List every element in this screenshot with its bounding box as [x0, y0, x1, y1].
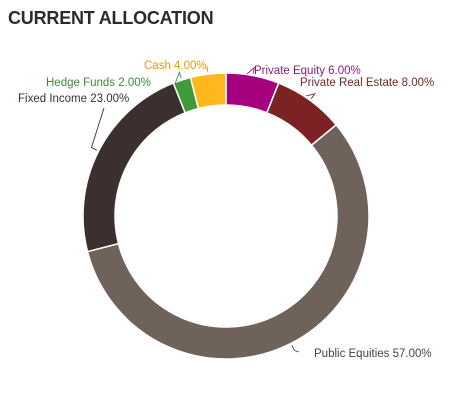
label-fixed-income: Fixed Income 23.00%: [18, 93, 129, 105]
slice-cash[interactable]: [189, 72, 227, 110]
slice-public-equities[interactable]: [86, 123, 370, 360]
donut-slices: [82, 72, 370, 360]
chart-title: CURRENT ALLOCATION: [8, 8, 214, 28]
leader-private-equity: [246, 66, 255, 75]
label-leader-lines: [90, 66, 316, 353]
label-public-equities: Public Equities 57.00%: [314, 348, 432, 360]
leader-cash: [206, 66, 209, 73]
slice-fixed-income[interactable]: [82, 82, 187, 253]
leader-hedge-funds: [174, 71, 182, 85]
label-hedge-funds: Hedge Funds 2.00%: [46, 77, 151, 89]
label-cash: Cash 4.00%: [144, 60, 207, 72]
leader-private-real-estate: [305, 93, 316, 99]
label-private-equity: Private Equity 6.00%: [254, 65, 361, 77]
slice-labels: Private Equity 6.00%Private Real Estate …: [18, 60, 434, 360]
leader-fixed-income: [90, 107, 105, 151]
leader-public-equities: [291, 344, 300, 353]
label-private-real-estate: Private Real Estate 8.00%: [300, 77, 434, 89]
